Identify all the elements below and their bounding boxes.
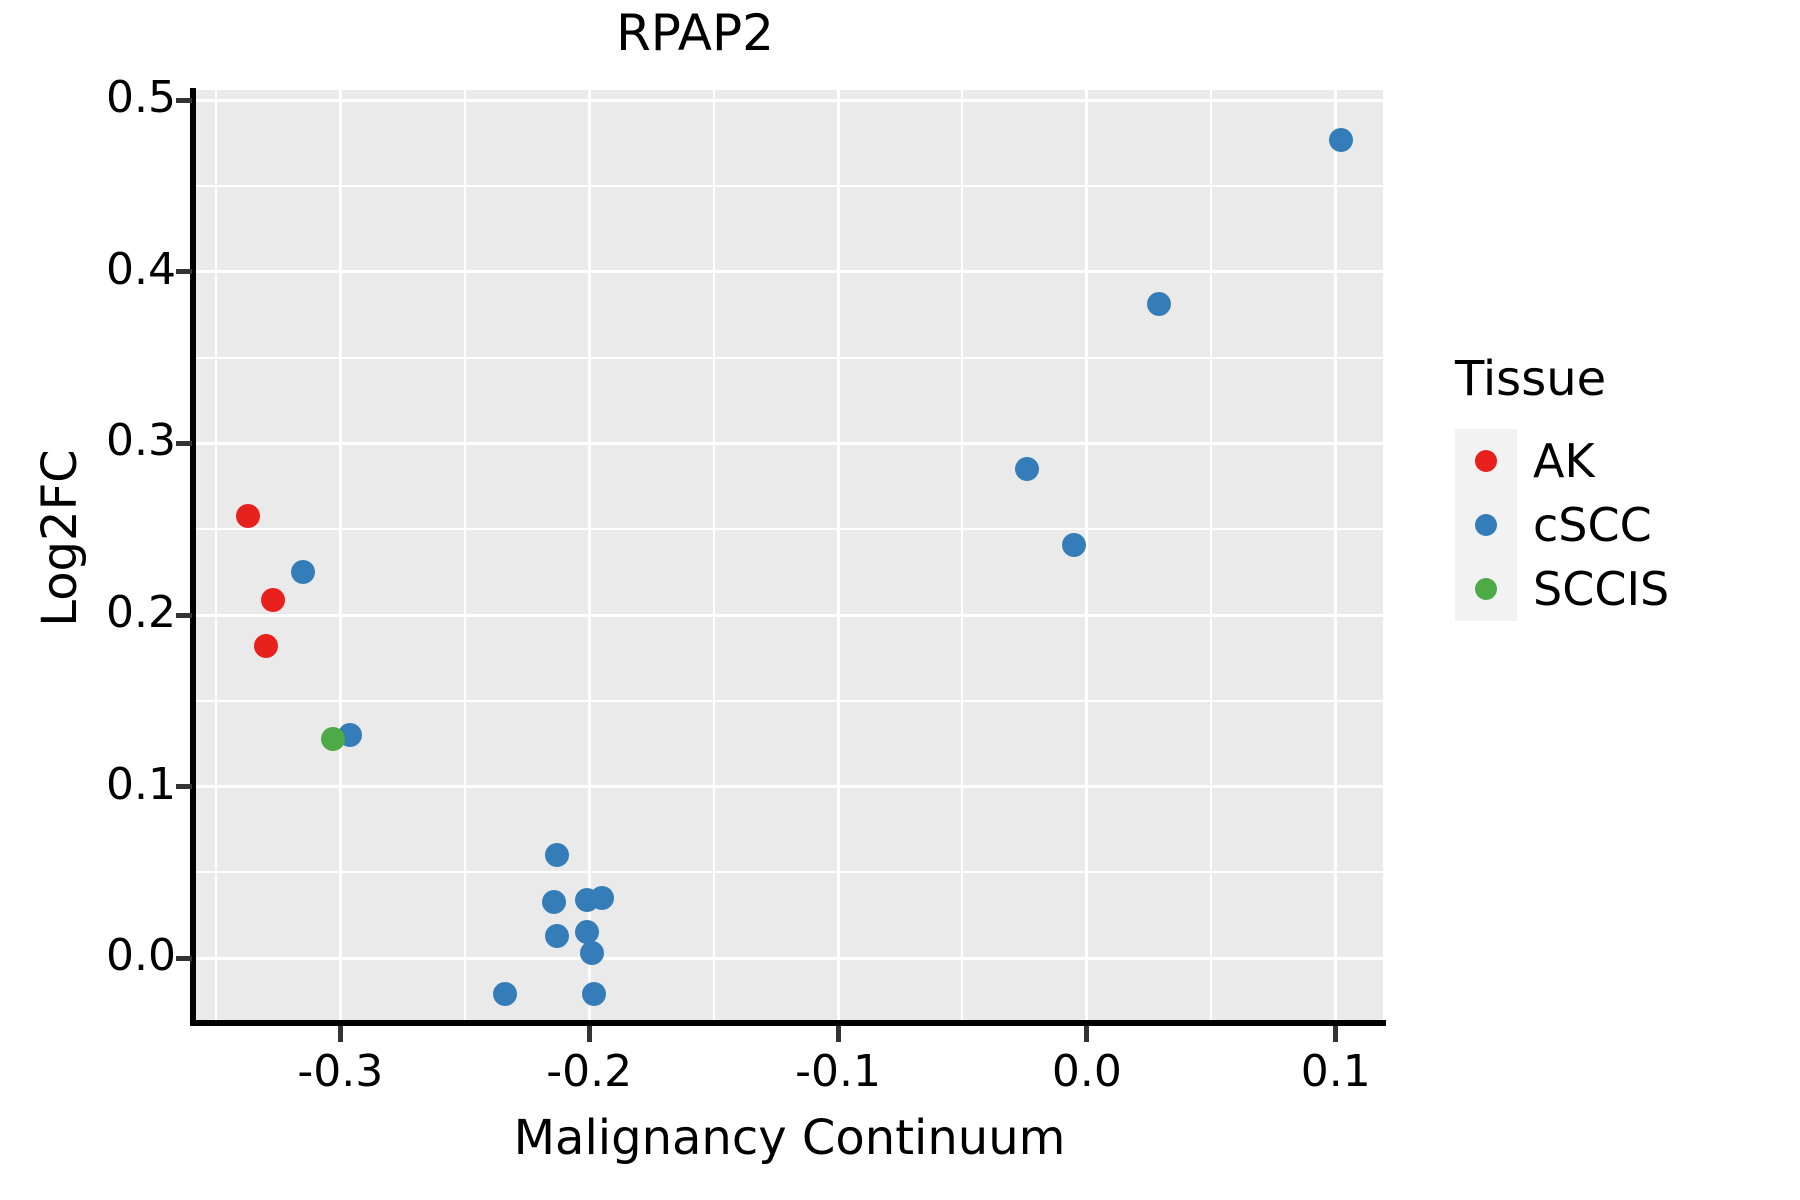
- gridline-y-major: [196, 785, 1383, 789]
- legend-item-label: cSCC: [1533, 498, 1652, 552]
- gridline-x-minor: [961, 90, 964, 1020]
- gridline-x-minor: [214, 90, 217, 1020]
- data-point-cscc: [1015, 457, 1040, 482]
- x-tick-label: -0.1: [795, 1046, 881, 1097]
- page-title: RPAP2: [616, 4, 774, 62]
- gridline-y-minor: [196, 871, 1383, 874]
- gridline-x-minor: [463, 90, 466, 1020]
- gridline-y-minor: [196, 356, 1383, 359]
- legend-item-ak[interactable]: AK: [1455, 429, 1785, 493]
- legend-item-label: SCCIS: [1533, 562, 1670, 616]
- legend-item-label: AK: [1533, 434, 1595, 488]
- legend-title: Tissue: [1455, 351, 1607, 407]
- data-point-ak: [236, 503, 261, 528]
- data-point-cscc: [574, 920, 599, 945]
- x-axis-line: [190, 1020, 1386, 1026]
- x-tick-mark: [835, 1026, 841, 1042]
- data-point-cscc: [1147, 292, 1172, 317]
- gridline-x-major: [1085, 90, 1089, 1020]
- legend-dot-icon: [1475, 450, 1497, 472]
- x-tick-mark: [1333, 1026, 1339, 1042]
- data-point-cscc: [1062, 532, 1087, 557]
- legend-key-swatch: [1455, 557, 1517, 621]
- data-point-cscc: [542, 889, 567, 914]
- gridline-x-major: [1334, 90, 1338, 1020]
- data-point-cscc: [544, 923, 569, 948]
- gridline-x-major: [338, 90, 342, 1020]
- data-point-cscc: [291, 560, 315, 585]
- data-point-ak: [261, 587, 286, 612]
- x-tick-mark: [337, 1026, 343, 1042]
- legend-item-sccis[interactable]: SCCIS: [1455, 557, 1785, 621]
- y-tick-mark: [176, 784, 192, 790]
- gridline-y-major: [196, 441, 1383, 445]
- legend: Tissue AK cSCC SCCIS: [1455, 355, 1785, 621]
- gridline-x-minor: [712, 90, 715, 1020]
- legend-dot-icon: [1475, 578, 1497, 600]
- legend-item-cscc[interactable]: cSCC: [1455, 493, 1785, 557]
- gridline-y-minor: [196, 185, 1383, 188]
- y-tick-mark: [176, 97, 192, 103]
- gridline-x-major: [836, 90, 840, 1020]
- y-tick-mark: [176, 440, 192, 446]
- data-point-cscc: [579, 941, 604, 966]
- gridline-x-minor: [1210, 90, 1213, 1020]
- legend-key-swatch: [1455, 493, 1517, 557]
- gridline-y-minor: [196, 528, 1383, 531]
- y-tick-label: 0.1: [106, 758, 176, 810]
- plot-panel: [196, 90, 1383, 1020]
- data-point-ak: [253, 633, 278, 658]
- y-tick-label: 0.2: [106, 587, 176, 639]
- y-tick-label: 0.3: [106, 415, 176, 467]
- y-tick-mark: [176, 955, 192, 961]
- gridline-y-major: [196, 270, 1383, 274]
- x-tick-label: -0.3: [297, 1046, 384, 1097]
- y-tick-label: 0.5: [106, 72, 176, 124]
- x-tick-label: 0.1: [1300, 1046, 1371, 1097]
- y-axis-line: [190, 88, 196, 1022]
- x-tick-mark: [1084, 1026, 1090, 1042]
- x-tick-mark: [586, 1026, 592, 1042]
- legend-dot-icon: [1475, 514, 1497, 536]
- y-tick-mark: [176, 269, 192, 275]
- x-tick-label: -0.2: [546, 1046, 633, 1097]
- data-point-cscc: [582, 982, 607, 1007]
- gridline-x-major: [587, 90, 591, 1020]
- gridline-y-major: [196, 956, 1383, 960]
- gridline-y-minor: [196, 699, 1383, 702]
- data-point-cscc: [492, 982, 517, 1007]
- y-tick-label: 0.4: [106, 243, 176, 295]
- x-axis-title: Malignancy Continuum: [513, 1110, 1066, 1166]
- legend-items: AK cSCC SCCIS: [1455, 429, 1785, 621]
- gridline-y-major: [196, 613, 1383, 617]
- y-axis-title: Log2FC: [32, 449, 88, 627]
- y-tick-mark: [176, 612, 192, 618]
- gridline-y-major: [196, 98, 1383, 102]
- data-point-cscc: [589, 886, 614, 911]
- legend-key-swatch: [1455, 429, 1517, 493]
- x-tick-label: 0.0: [1051, 1046, 1122, 1097]
- data-point-sccis: [320, 726, 345, 751]
- data-point-cscc: [1328, 127, 1353, 152]
- data-point-cscc: [544, 843, 569, 868]
- y-tick-label: 0.0: [106, 930, 176, 982]
